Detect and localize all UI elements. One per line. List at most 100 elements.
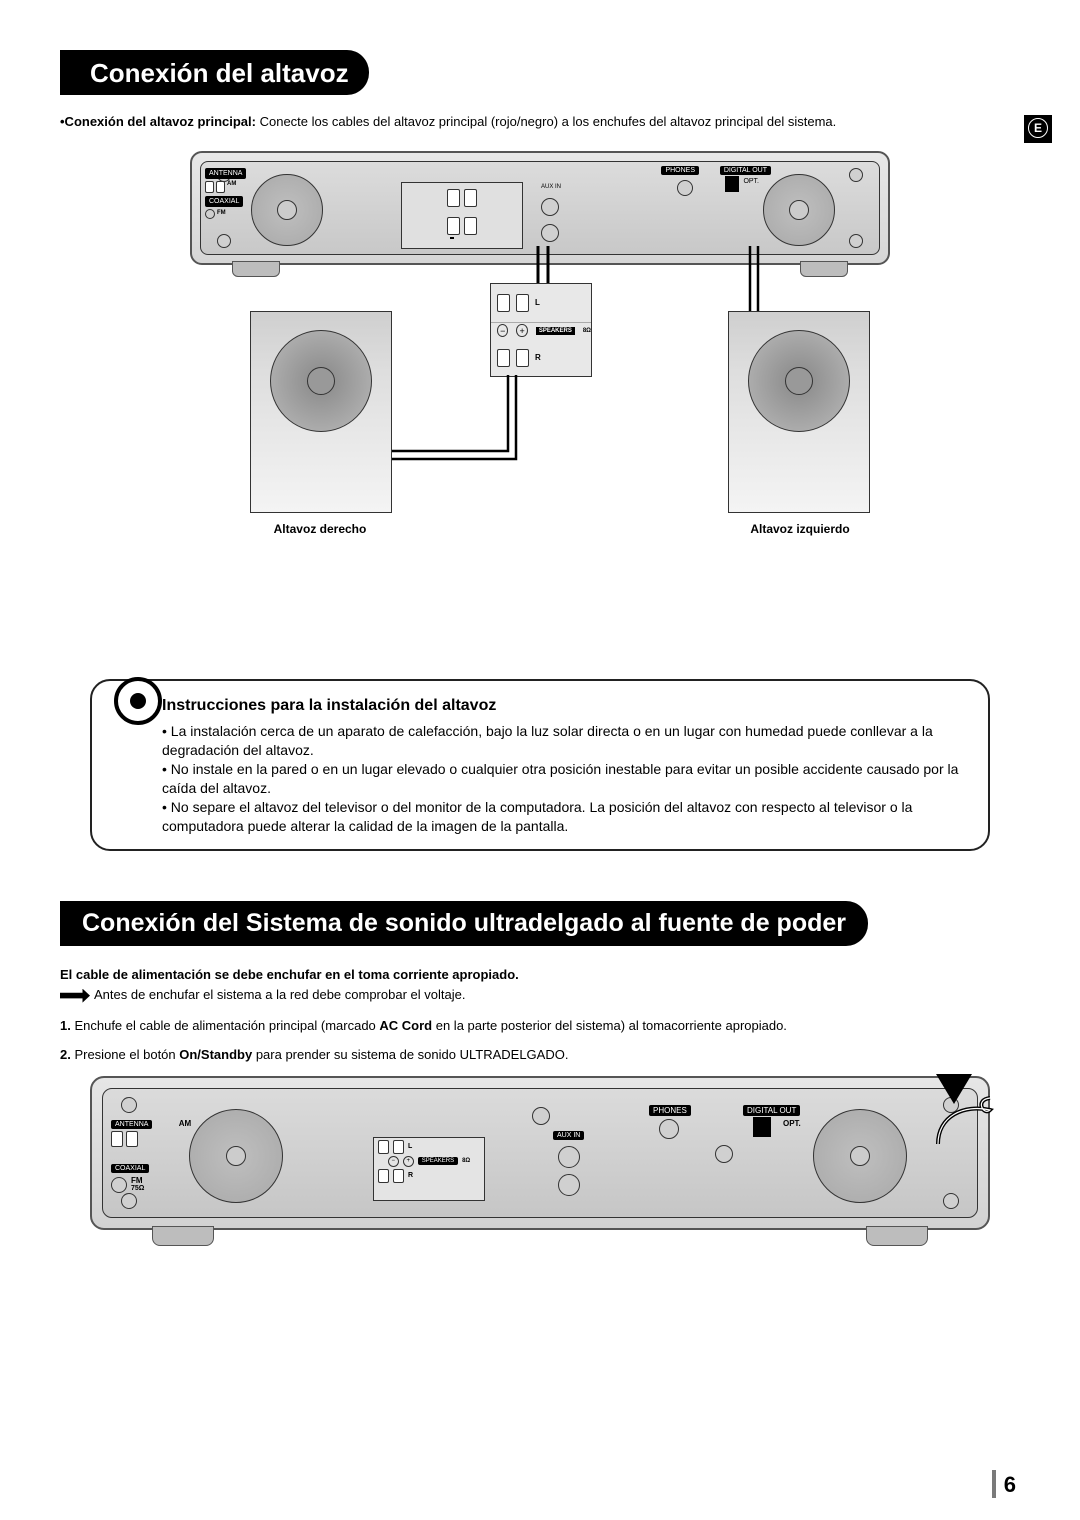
section2-steps: 1. Enchufe el cable de alimentación prin… [60, 1018, 1020, 1062]
terminal-icon [393, 1140, 404, 1154]
callout-bullet-2: • No instale en la pared o en un lugar e… [162, 760, 964, 798]
callout-bullet-icon [114, 677, 162, 725]
screw-icon [121, 1193, 137, 1209]
speaker-connection-diagram: AUX IN PHONES DIGITAL OUT OPT. ANTENNA A… [190, 151, 890, 655]
r-label: R [535, 353, 541, 362]
page-number: 6 [992, 1470, 1016, 1498]
terminal-icon [111, 1131, 123, 1147]
fan-right-icon [813, 1109, 907, 1203]
jack-icon [541, 224, 559, 242]
left-speaker-label: Altavoz izquierdo [730, 522, 870, 536]
terminal-icon [393, 1169, 404, 1183]
center-terminal-block [401, 182, 523, 249]
section2-lead: El cable de alimentación se debe enchufa… [60, 966, 1020, 984]
terminal-icon [516, 294, 529, 312]
coaxial-label: COAXIAL [111, 1164, 149, 1173]
step1-b: en la parte posterior del sistema) al to… [432, 1018, 787, 1033]
antenna-block: ANTENNA AM COAXIAL FM [205, 168, 246, 219]
phones-jack-icon [659, 1119, 679, 1139]
speaker-cone-icon [748, 330, 850, 432]
section1-title: Conexión del altavoz [60, 50, 369, 95]
callout-heading: Instrucciones para la instalación del al… [162, 695, 964, 717]
installation-instructions-callout: Instrucciones para la instalación del al… [90, 679, 990, 852]
jack-icon [558, 1174, 580, 1196]
step1-a: Enchufe el cable de alimentación princip… [71, 1018, 380, 1033]
l-label: L [408, 1143, 412, 1150]
coax-jack-icon [111, 1177, 127, 1193]
phones-label: PHONES [649, 1105, 691, 1116]
step2-b: para prender su sistema de sonido ULTRAD… [252, 1047, 568, 1062]
terminal-icon [516, 349, 529, 367]
foot-icon [152, 1226, 214, 1246]
terminal-icon [497, 349, 510, 367]
minus-icon: − [388, 1156, 399, 1167]
page: Conexión del altavoz •Conexión del altav… [0, 0, 1080, 1300]
antenna-block: ANTENNA AM COAXIAL FM 75Ω [111, 1119, 191, 1193]
fm-label: FM [131, 1177, 144, 1185]
aux-jacks: AUX IN [541, 184, 561, 242]
terminal-icon [216, 181, 225, 193]
terminal-icon [378, 1169, 389, 1183]
pointer-icon [60, 989, 90, 1003]
foot-icon [232, 261, 280, 277]
step2-num: 2. [60, 1047, 71, 1062]
section1-intro-bold: •Conexión del altavoz principal: [60, 114, 256, 129]
ohm-label: 8Ω [583, 328, 591, 334]
screw-icon [849, 168, 863, 182]
screw-icon [532, 1107, 550, 1125]
digital-out-label: DIGITAL OUT [720, 166, 771, 175]
step1-bold: AC Cord [379, 1018, 432, 1033]
terminal-icon [464, 217, 477, 235]
speaker-cone-icon [270, 330, 372, 432]
fan-left-icon [251, 174, 323, 246]
main-unit-panel: AUX IN PHONES DIGITAL OUT OPT. ANTENNA A… [200, 161, 880, 255]
optical-port-icon [753, 1117, 771, 1137]
fan-right-icon [763, 174, 835, 246]
section2-note-line: Antes de enchufar el sistema a la red de… [60, 986, 1020, 1004]
fan-left-icon [189, 1109, 283, 1203]
phones-jack-icon [677, 180, 693, 196]
screw-icon [943, 1193, 959, 1209]
screw-icon [849, 234, 863, 248]
am-label: AM [179, 1119, 191, 1128]
section1-intro: •Conexión del altavoz principal: Conecte… [60, 113, 1020, 131]
power-connection-diagram: ANTENNA AM COAXIAL FM 75Ω [90, 1076, 990, 1260]
fm-label: FM [217, 210, 226, 218]
section2-title: Conexión del Sistema de sonido ultradelg… [60, 901, 868, 946]
aux-in-block: AUX IN [553, 1131, 584, 1196]
terminal-row-l: L [491, 284, 591, 323]
foot-icon [800, 261, 848, 277]
coaxial-label: COAXIAL [205, 196, 243, 207]
terminal-icon [205, 181, 214, 193]
opt-label: OPT. [783, 1119, 801, 1128]
step-1: 1. Enchufe el cable de alimentación prin… [60, 1018, 1020, 1033]
step2-a: Presione el botón [71, 1047, 179, 1062]
callout-bullet-1: • La instalación cerca de un aparato de … [162, 722, 964, 760]
right-speaker-label: Altavoz derecho [250, 522, 390, 536]
am-label: AM [227, 181, 236, 193]
l-label: L [535, 298, 540, 307]
aux-label: AUX IN [541, 184, 561, 190]
step1-num: 1. [60, 1018, 71, 1033]
step-2: 2. Presione el botón On/Standby para pre… [60, 1047, 1020, 1062]
terminal-icon [447, 217, 460, 235]
aux-in-label: AUX IN [553, 1131, 584, 1140]
screw-icon [217, 234, 231, 248]
terminal-row-r: R [491, 339, 591, 377]
ohm-label: 8Ω [462, 1158, 470, 1164]
main-unit-rear-large: ANTENNA AM COAXIAL FM 75Ω [90, 1076, 990, 1230]
antenna-label: ANTENNA [111, 1120, 152, 1129]
speakers-label: SPEAKERS [418, 1157, 458, 1165]
foot-icon [866, 1226, 928, 1246]
callout-bullet-3: • No separe el altavoz del televisor o d… [162, 798, 964, 836]
terminal-icon [126, 1131, 138, 1147]
opt-label: OPT. [743, 178, 759, 185]
left-speaker-icon [728, 311, 870, 513]
jack-icon [541, 198, 559, 216]
minus-icon: − [497, 324, 508, 337]
terminal-icon [378, 1140, 389, 1154]
coax-jack-icon [205, 209, 215, 219]
screw-icon [715, 1145, 733, 1163]
plus-icon: + [516, 324, 527, 337]
optical-port-icon [725, 176, 739, 192]
